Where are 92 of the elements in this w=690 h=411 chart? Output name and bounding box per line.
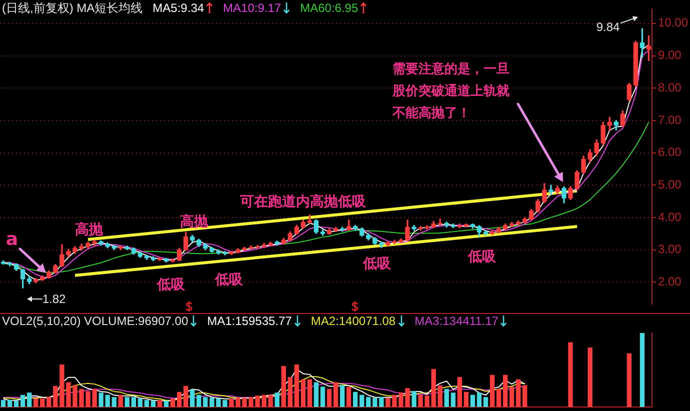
text: MA10:9.17 [223, 1, 282, 15]
annotation: 9.84 [596, 20, 620, 34]
y-tick-label: 4.00 [658, 210, 682, 224]
legend-label: MA60:6.95 [300, 1, 360, 15]
bar [307, 379, 312, 407]
bar [379, 397, 384, 407]
bar [112, 397, 116, 407]
bar [27, 392, 32, 407]
bar [464, 392, 469, 407]
bar [476, 392, 482, 407]
bar [98, 392, 104, 407]
bar [346, 386, 352, 407]
y-tick-label: 9.00 [658, 48, 682, 62]
bar [457, 377, 462, 407]
annotation: 高抛 [180, 214, 208, 230]
bar [353, 392, 358, 407]
bar [640, 333, 645, 407]
bar [196, 394, 202, 407]
text: MA1:159535.77 [207, 314, 293, 328]
bar [444, 388, 449, 407]
annotation: 需要注意的是，一旦股价突破通道上轨就不能高抛了！ [392, 60, 510, 123]
annotation: 低吸 [215, 272, 243, 288]
bar [340, 385, 345, 407]
bar [483, 397, 488, 407]
bar [372, 398, 378, 407]
bar [294, 364, 299, 407]
bar [509, 386, 514, 407]
bar [7, 400, 12, 407]
bar [105, 394, 110, 407]
bar [0, 400, 6, 407]
bar [118, 394, 123, 407]
bar [190, 390, 195, 407]
bar [522, 385, 528, 407]
bar [210, 398, 214, 407]
bar [496, 388, 502, 407]
bar [431, 368, 436, 407]
bar [450, 392, 456, 407]
chart-title: VOL2(5,10,20) VOLUME:96907.00 [2, 314, 190, 328]
bar [268, 394, 273, 407]
bar [164, 400, 169, 407]
bar [412, 391, 416, 407]
chart-title: (日线,前复权) MA短长均线 [2, 1, 143, 15]
bar [34, 398, 38, 407]
bar [20, 394, 26, 407]
bar [288, 377, 292, 407]
text: MA2:140071.08 [310, 314, 397, 328]
annotation: 可在跑道内高抛低吸 [240, 194, 366, 210]
y-tick-label: 2.00 [658, 274, 682, 288]
bar [470, 394, 476, 407]
bar [366, 397, 371, 407]
annotation: 低吸 [468, 249, 496, 265]
bar [14, 400, 19, 407]
legend-label: MA5:9.34 [152, 1, 206, 15]
y-tick-label: 8.00 [658, 80, 682, 94]
bar [360, 394, 364, 407]
bar [274, 392, 280, 407]
bar [568, 342, 573, 407]
bar [320, 386, 326, 407]
y-tick-label: 7.00 [658, 112, 682, 127]
bar [326, 388, 332, 407]
text: MA3:134411.17 [414, 314, 500, 328]
y-tick-label: 3.00 [658, 242, 682, 256]
bar [183, 386, 188, 407]
y-tick-label: 10.00 [658, 16, 688, 30]
bar [314, 382, 319, 407]
bar [124, 397, 130, 407]
y-tick-label: 6.00 [658, 145, 682, 160]
annotation: 高抛 [75, 222, 103, 238]
bar [157, 400, 162, 407]
bar [176, 392, 182, 407]
bar [40, 398, 45, 407]
bar [138, 398, 143, 407]
annotation: 低吸 [157, 277, 185, 293]
bar [144, 400, 150, 407]
bar [281, 366, 286, 407]
bar [300, 379, 306, 407]
bar [46, 397, 52, 407]
bar [438, 385, 442, 407]
bar [131, 397, 136, 407]
bar [170, 398, 176, 407]
bar [150, 400, 156, 407]
annotation: 低吸 [363, 256, 391, 272]
annotation: a [6, 229, 18, 250]
bar [516, 379, 521, 407]
bar [333, 382, 338, 407]
bar [502, 374, 508, 407]
annotation: 1.82 [42, 292, 66, 306]
y-tick-label: 5.00 [658, 177, 682, 192]
bar [626, 353, 632, 407]
bar [588, 347, 592, 407]
bar [203, 397, 208, 407]
bar [490, 374, 495, 407]
